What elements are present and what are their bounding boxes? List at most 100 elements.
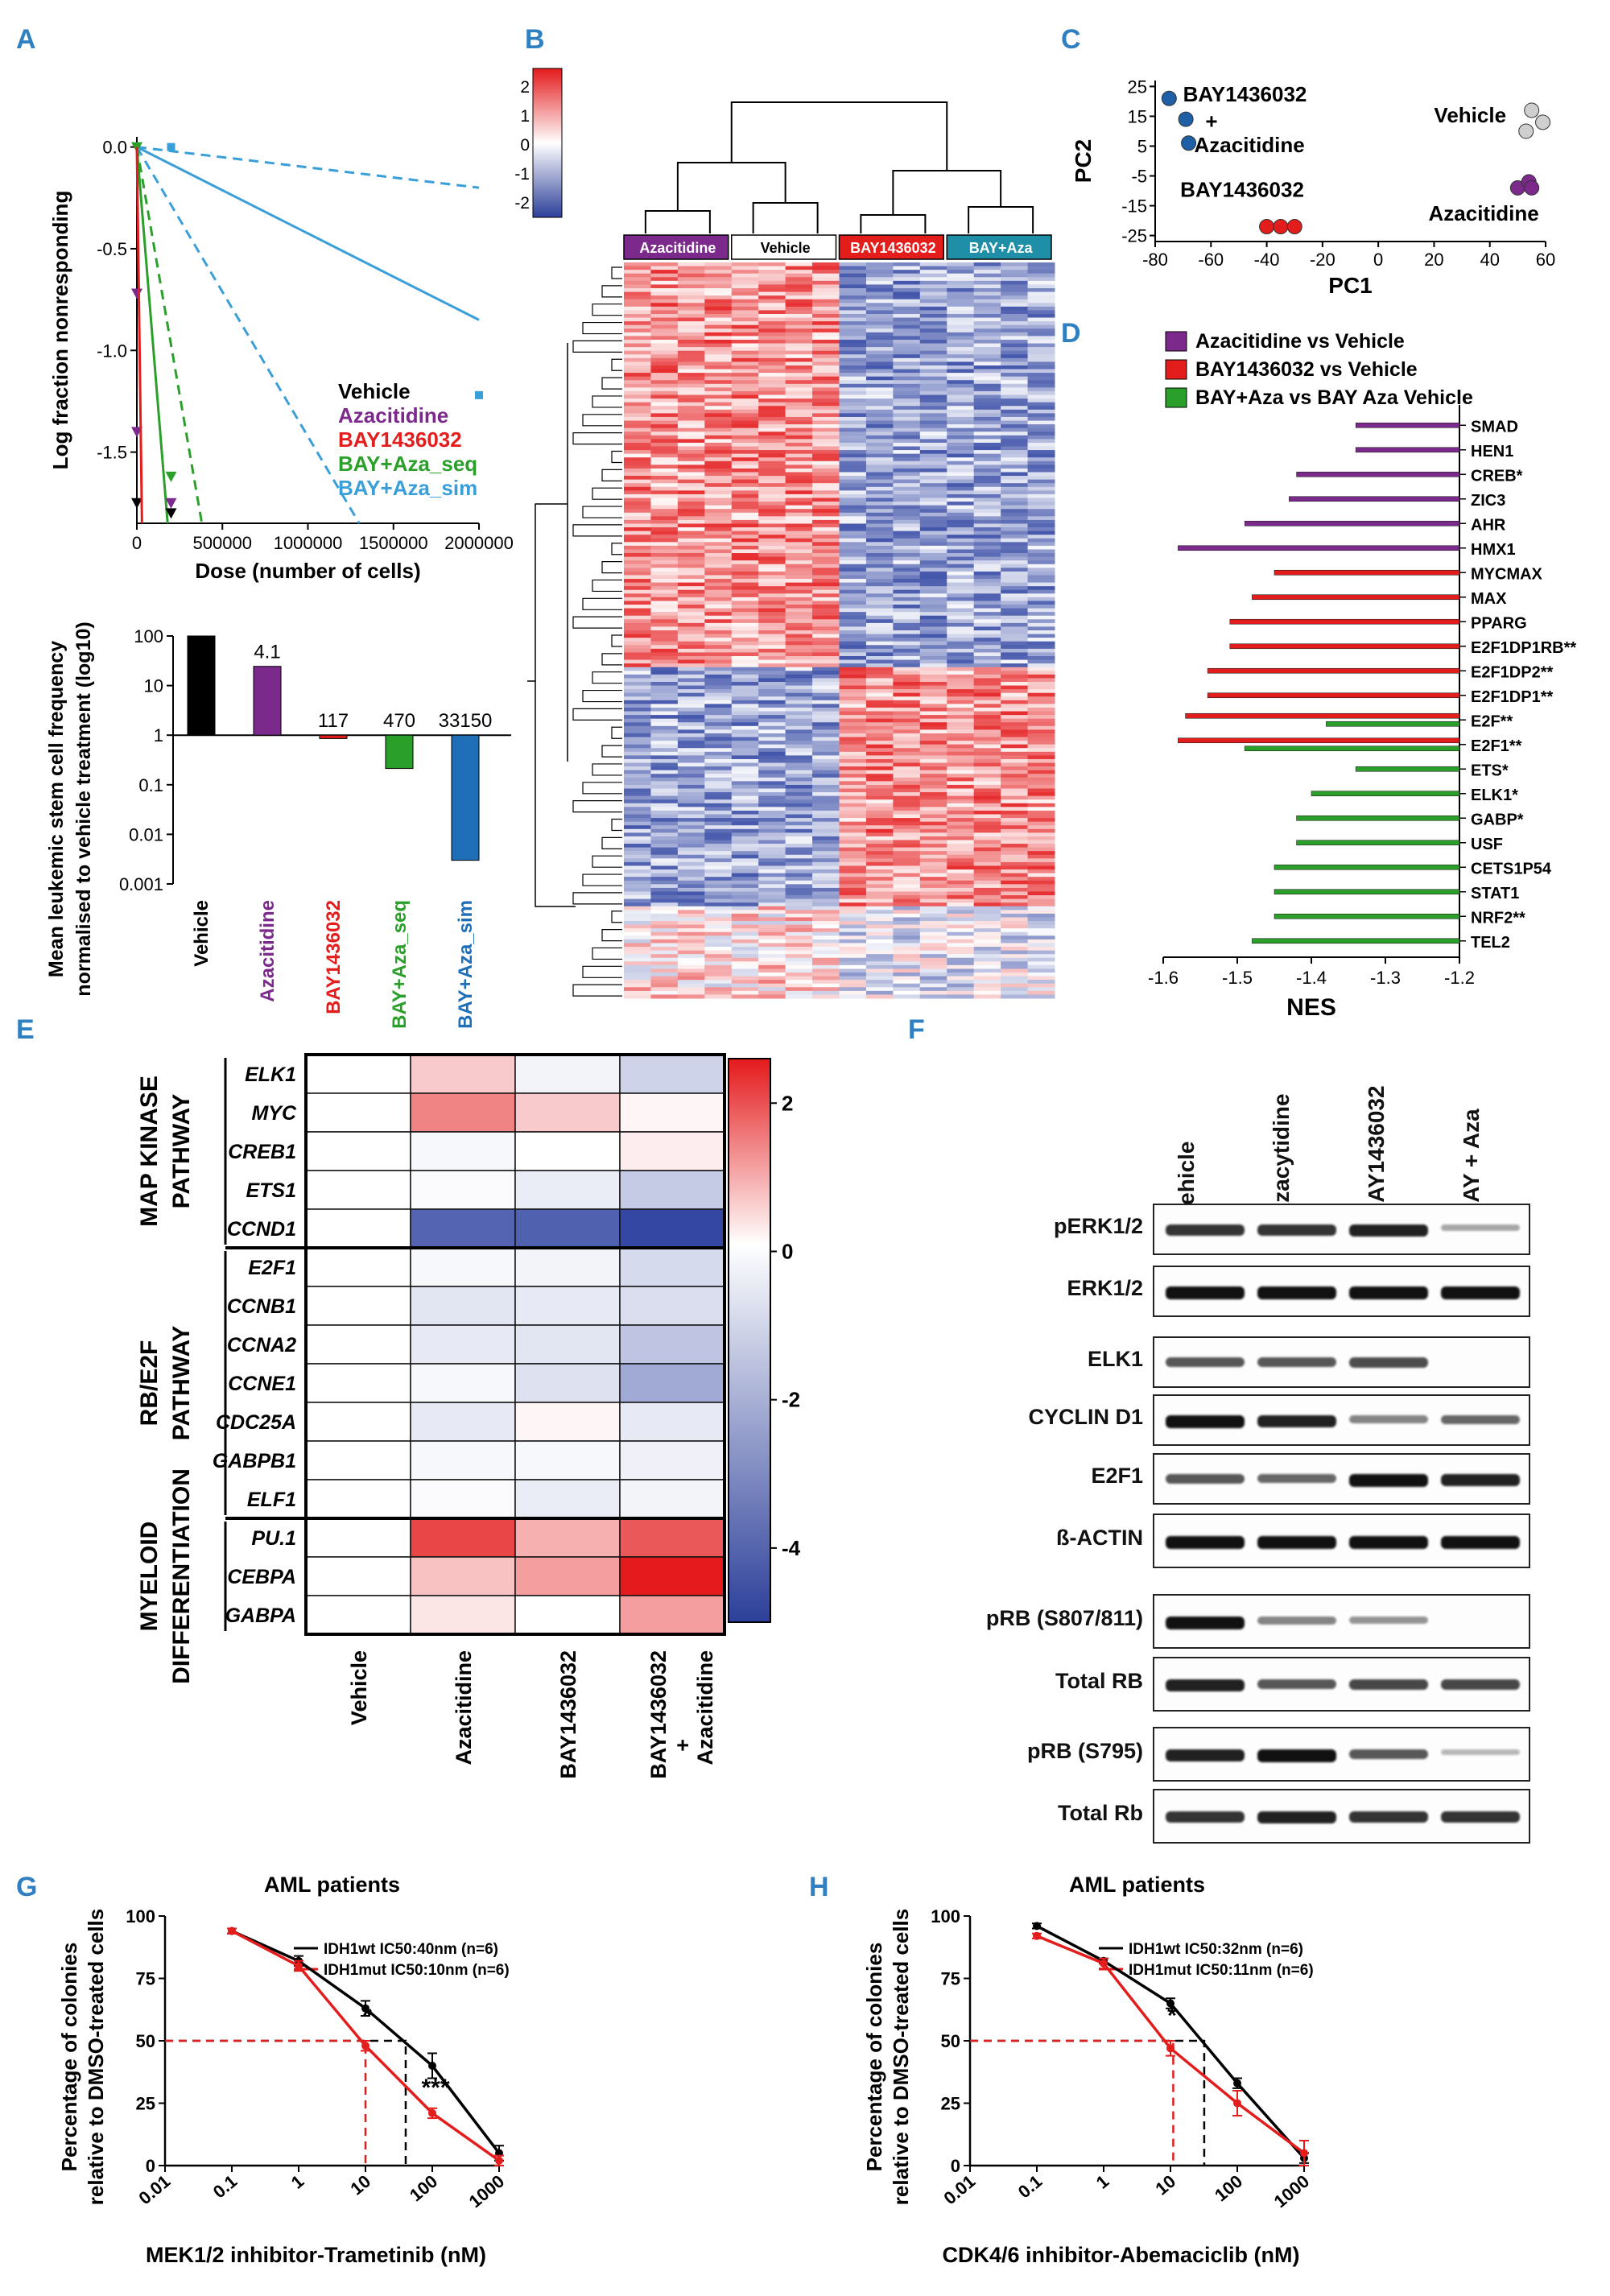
heatmap-cell xyxy=(973,954,1001,959)
heatmap-cell xyxy=(973,648,1001,653)
heatmap-cell xyxy=(305,1247,411,1287)
heatmap-cell xyxy=(812,457,840,462)
heatmap-cell xyxy=(650,652,679,657)
heatmap-cell xyxy=(704,523,733,528)
heatmap-cell xyxy=(947,681,975,687)
heatmap-cell xyxy=(947,622,975,627)
heatmap-cell xyxy=(785,509,813,514)
heatmap-cell xyxy=(624,457,651,462)
heatmap-cell xyxy=(650,674,679,679)
heatmap-cell xyxy=(865,560,894,565)
heatmap-cell xyxy=(812,593,840,598)
heatmap-cell xyxy=(731,398,759,403)
row-branch xyxy=(582,414,622,427)
heatmap-cell xyxy=(731,427,759,432)
heatmap-cell xyxy=(731,707,759,712)
heatmap-cell xyxy=(650,409,679,414)
heatmap-cell xyxy=(812,347,840,352)
heatmap-cell xyxy=(624,659,651,664)
blot-band xyxy=(1349,1811,1428,1823)
gene-label: ELK1 xyxy=(245,1063,296,1086)
heatmap-cell xyxy=(1001,689,1029,694)
heatmap-cell xyxy=(650,865,679,870)
heatmap-cell xyxy=(973,891,1001,896)
heatmap-cell xyxy=(731,626,759,631)
heatmap-cell xyxy=(839,605,867,609)
category-label: AHR xyxy=(1471,516,1506,534)
heatmap-cell xyxy=(812,354,840,359)
heatmap-cell xyxy=(919,406,947,411)
heatmap-cell xyxy=(731,744,759,749)
heatmap-cell xyxy=(731,807,759,811)
heatmap-cell xyxy=(947,939,975,944)
heatmap-cell xyxy=(758,917,786,922)
heatmap-cell xyxy=(624,280,651,285)
heatmap-cell xyxy=(1027,964,1055,969)
heatmap-cell xyxy=(1027,630,1055,635)
heatmap-cell xyxy=(305,1092,411,1133)
heatmap-cell xyxy=(1027,718,1055,723)
heatmap-cell xyxy=(812,493,840,498)
heatmap-cell xyxy=(704,877,733,882)
heatmap-cell xyxy=(973,313,1001,319)
heatmap-cell xyxy=(973,280,1001,285)
data-point xyxy=(295,1962,303,1970)
heatmap-cell xyxy=(865,472,894,477)
heatmap-cell xyxy=(919,542,947,547)
heatmap-cell xyxy=(785,681,813,687)
heatmap-cell xyxy=(704,707,733,712)
heatmap-cell xyxy=(812,807,840,811)
heatmap-cell xyxy=(650,390,679,396)
heatmap-cell xyxy=(731,935,759,940)
heatmap-cell xyxy=(812,638,840,642)
heatmap-cell xyxy=(731,968,759,973)
heatmap-cell xyxy=(731,725,759,730)
heatmap-cell xyxy=(758,343,786,348)
heatmap-cell xyxy=(839,980,867,985)
heatmap-cell xyxy=(619,1324,725,1365)
heatmap-cell xyxy=(410,1556,516,1596)
label-combo-2: Azacitidine xyxy=(1195,133,1305,157)
heatmap-cell xyxy=(947,917,975,922)
heatmap-cell xyxy=(677,615,705,620)
heatmap-cell xyxy=(919,741,947,745)
heatmap-cell xyxy=(1001,935,1029,940)
heatmap-cell xyxy=(1001,442,1029,447)
heatmap-cell xyxy=(731,799,759,804)
heatmap-cell xyxy=(1027,994,1055,999)
heatmap-cell xyxy=(947,387,975,392)
heatmap-cell xyxy=(919,564,947,568)
heatmap-cell xyxy=(1027,902,1055,907)
heatmap-cell xyxy=(812,402,840,407)
heatmap-cell xyxy=(947,361,975,366)
heatmap-cell xyxy=(704,744,733,749)
row-branch xyxy=(601,836,622,849)
heatmap-cell xyxy=(893,369,921,374)
heatmap-cell xyxy=(785,781,813,786)
heatmap-cell xyxy=(893,336,921,341)
heatmap-cell xyxy=(1027,961,1055,966)
heatmap-cell xyxy=(1001,828,1029,833)
heatmap-cell xyxy=(812,947,840,952)
heatmap-cell xyxy=(919,626,947,631)
heatmap-cell xyxy=(1001,762,1029,767)
heatmap-cell xyxy=(758,593,786,598)
heatmap-cell xyxy=(704,575,733,580)
heatmap-cell xyxy=(947,512,975,517)
heatmap-cell xyxy=(839,413,867,418)
heatmap-cell xyxy=(1001,295,1029,300)
heatmap-cell xyxy=(650,332,679,337)
heatmap-cell xyxy=(785,280,813,285)
heatmap-cell xyxy=(839,376,867,381)
heatmap-cell xyxy=(865,457,894,462)
heatmap-cell xyxy=(731,328,759,333)
heatmap-cell xyxy=(1001,847,1029,852)
heatmap-cell xyxy=(947,472,975,477)
heatmap-cell xyxy=(812,553,840,558)
heatmap-cell xyxy=(624,689,651,694)
heatmap-cell xyxy=(839,847,867,852)
heatmap-cell xyxy=(785,777,813,782)
heatmap-cell xyxy=(865,509,894,514)
heatmap-cell xyxy=(1027,980,1055,985)
heatmap-cell xyxy=(624,493,651,498)
